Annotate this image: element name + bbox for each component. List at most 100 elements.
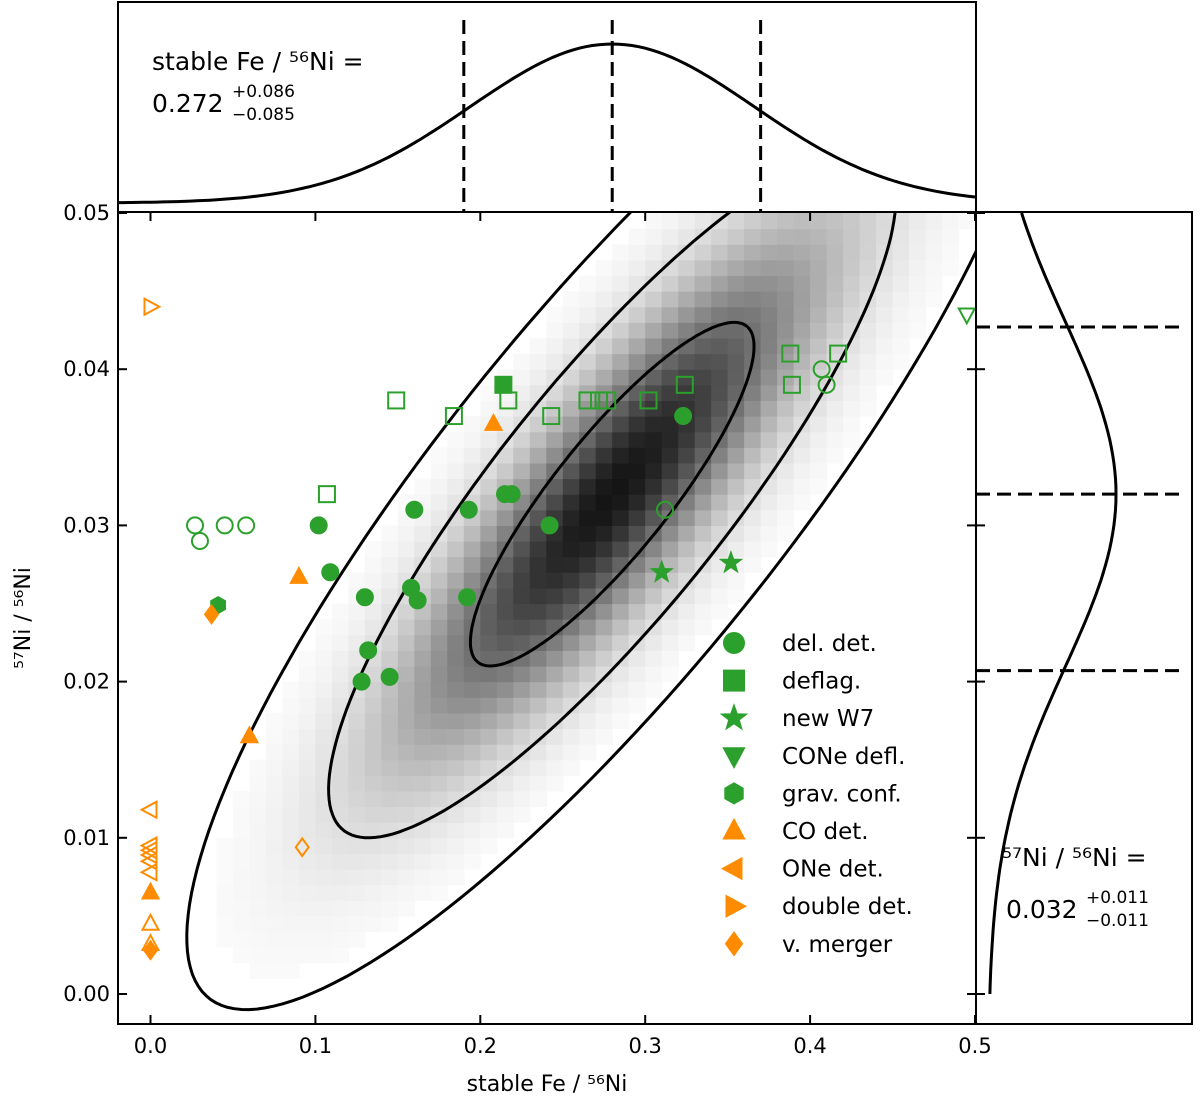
heatmap-cell: [315, 806, 333, 823]
heatmap-cell: [661, 213, 679, 230]
heatmap-cell: [480, 619, 498, 636]
heatmap-cell: [744, 447, 762, 464]
heatmap-cell: [777, 478, 795, 495]
heatmap-cell: [793, 306, 811, 323]
heatmap-cell: [480, 650, 498, 667]
heatmap-cell: [529, 681, 547, 698]
heatmap-cell: [364, 822, 382, 839]
heatmap-cell: [513, 775, 531, 792]
heatmap-cell: [612, 478, 630, 495]
data-point: [829, 344, 848, 363]
legend-label-v-merger: v. merger: [782, 932, 893, 958]
heatmap-cell: [612, 244, 630, 261]
heatmap-cell: [661, 338, 679, 355]
heatmap-cell: [678, 587, 696, 605]
heatmap-cell: [628, 462, 646, 480]
heatmap-cell: [694, 431, 712, 448]
data-point: [502, 485, 521, 504]
heatmap-cell: [430, 572, 448, 589]
heatmap-cell: [645, 322, 663, 339]
heatmap-cell: [414, 634, 432, 651]
heatmap-cell: [612, 619, 630, 636]
heatmap-cell: [529, 338, 547, 355]
heatmap-cell: [331, 900, 349, 917]
heatmap-cell: [661, 431, 679, 448]
heatmap-cell: [315, 759, 333, 776]
heatmap-cell: [529, 619, 547, 636]
heatmap-cell: [546, 322, 564, 339]
heatmap-cell: [414, 837, 432, 854]
heatmap-cell: [282, 728, 300, 745]
heatmap-cell: [447, 666, 465, 683]
heatmap-cell: [348, 712, 366, 729]
heatmap-cell: [381, 728, 399, 745]
heatmap-cell: [727, 322, 745, 339]
heatmap-cell: [430, 822, 448, 839]
top-annotation-line1: stable Fe / ⁵⁶Ni =: [152, 47, 364, 76]
heatmap-cell: [546, 541, 564, 558]
heatmap-cell: [447, 697, 465, 714]
heatmap-cell: [760, 494, 778, 511]
heatmap-cell: [430, 509, 448, 526]
heatmap-cell: [826, 400, 844, 417]
heatmap-cell: [628, 431, 646, 448]
heatmap-cell: [529, 447, 547, 464]
legend-marker-deflag: [723, 669, 745, 692]
heatmap-cell: [810, 306, 828, 323]
heatmap-cell: [562, 587, 580, 605]
heatmap-cell: [612, 525, 630, 542]
heatmap-cell: [513, 666, 531, 683]
heatmap-cell: [645, 634, 663, 651]
heatmap-cell: [562, 650, 580, 667]
heatmap-cell: [315, 947, 333, 964]
heatmap-cell: [678, 306, 696, 323]
heatmap-cell: [744, 541, 762, 558]
heatmap-cell: [942, 259, 960, 277]
heatmap-cell: [331, 759, 349, 776]
heatmap-cell: [315, 822, 333, 839]
heatmap-cell: [645, 603, 663, 620]
heatmap-cell: [298, 744, 316, 761]
heatmap-cell: [447, 728, 465, 745]
heatmap-cell: [496, 556, 514, 573]
heatmap-cell: [430, 681, 448, 698]
heatmap-cell: [265, 900, 283, 917]
heatmap-cell: [430, 728, 448, 745]
heatmap-cell: [381, 869, 399, 886]
right-annotation-plus: +0.011: [1086, 888, 1149, 908]
heatmap-cell: [579, 275, 597, 292]
heatmap-cell: [595, 291, 613, 308]
heatmap-cell: [694, 587, 712, 605]
heatmap-cell: [430, 853, 448, 870]
heatmap-cell: [826, 244, 844, 261]
heatmap-cell: [579, 525, 597, 542]
heatmap-cell: [810, 275, 828, 292]
heatmap-cell: [678, 572, 696, 589]
heatmap-cell: [513, 790, 531, 808]
heatmap-cell: [760, 447, 778, 464]
heatmap-cell: [397, 728, 415, 745]
data-point: [355, 588, 374, 607]
heatmap-cell: [480, 759, 498, 776]
heatmap-cell: [265, 822, 283, 839]
heatmap-cell: [595, 478, 613, 495]
heatmap-cell: [364, 572, 382, 589]
heatmap-cell: [480, 384, 498, 401]
heatmap-cell: [612, 384, 630, 401]
heatmap-cell: [711, 291, 729, 308]
heatmap-cell: [513, 541, 531, 558]
heatmap-cell: [843, 228, 861, 245]
heatmap-cell: [414, 650, 432, 667]
heatmap-cell: [711, 447, 729, 464]
heatmap-cell: [447, 478, 465, 495]
heatmap-cell: [348, 884, 366, 901]
heatmap-cell: [612, 338, 630, 355]
heatmap-cell: [232, 915, 250, 933]
data-point: [405, 500, 424, 519]
heatmap-cell: [711, 338, 729, 355]
heatmap-cell: [694, 603, 712, 620]
heatmap-cell: [348, 603, 366, 620]
heatmap-cell: [777, 306, 795, 323]
heatmap-cell: [810, 291, 828, 308]
heatmap-cell: [678, 353, 696, 370]
